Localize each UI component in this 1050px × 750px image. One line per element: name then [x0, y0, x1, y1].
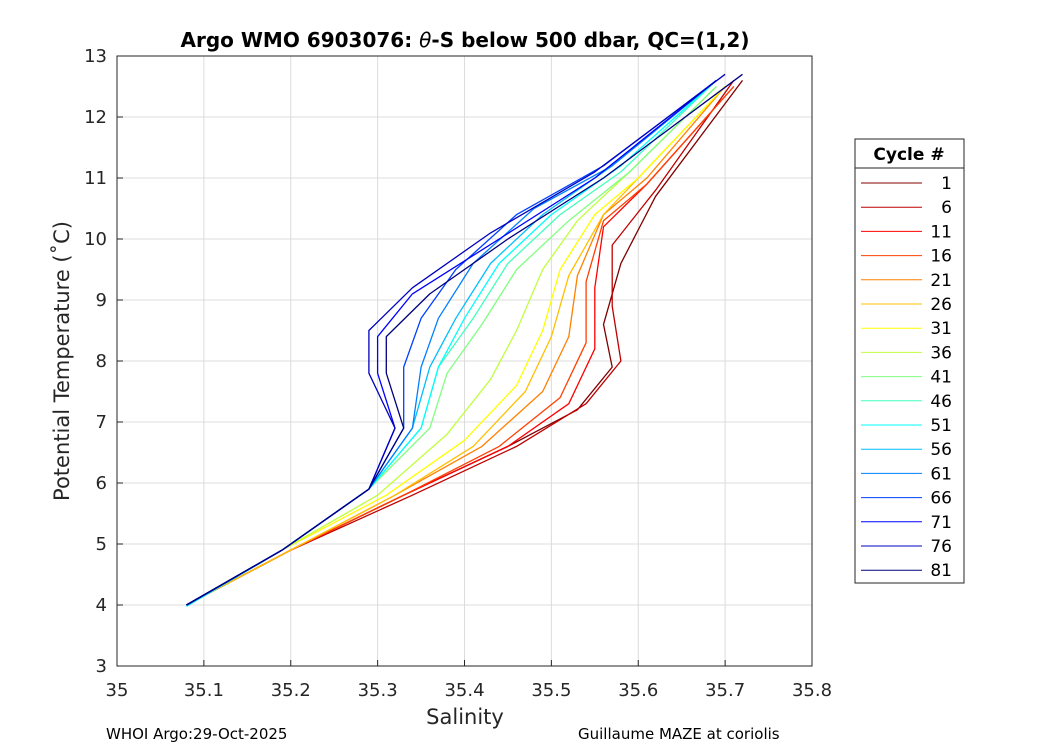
y-tick-label: 8 [96, 351, 107, 372]
legend-label: 11 [930, 222, 952, 242]
series-line-cycle-6 [186, 80, 735, 606]
legend-title: Cycle # [873, 145, 944, 165]
x-tick-label: 35.5 [531, 680, 571, 701]
x-axis-label: Salinity [426, 705, 504, 729]
legend-label: 66 [930, 489, 952, 509]
legend-label: 41 [930, 368, 952, 388]
y-axis-label: Potential Temperature (˚C) [50, 221, 74, 501]
x-tick-label: 35 [106, 680, 129, 701]
series-group [186, 73, 744, 607]
x-tick-label: 35.4 [444, 680, 484, 701]
footer-source: WHOI Argo:29-Oct-2025 [106, 725, 288, 743]
y-tick-label: 13 [84, 46, 107, 67]
legend-label: 6 [941, 198, 952, 218]
series-line-cycle-81 [186, 73, 743, 606]
legend-label: 61 [930, 464, 952, 484]
legend-label: 46 [930, 392, 952, 412]
y-tick-label: 9 [96, 290, 107, 311]
legend-box [854, 138, 965, 584]
y-tick-label: 11 [84, 168, 107, 189]
footer-author: Guillaume MAZE at coriolis [578, 725, 780, 743]
y-tick-label: 3 [96, 656, 107, 677]
grid [116, 55, 813, 667]
y-tick-label: 5 [96, 534, 107, 555]
legend-label: 16 [930, 247, 952, 267]
y-tick-label: 10 [84, 229, 107, 250]
y-tick-label: 12 [84, 107, 107, 128]
chart-title-part-1: Argo WMO 6903076: [181, 28, 420, 52]
series-line-cycle-26 [186, 86, 726, 606]
series-line-cycle-31 [186, 86, 726, 606]
legend-label: 76 [930, 537, 952, 557]
x-tick-label: 35.1 [184, 680, 224, 701]
y-tick-label: 7 [96, 412, 107, 433]
y-tick-label: 4 [96, 595, 107, 616]
x-tick-label: 35.3 [358, 680, 398, 701]
legend-label: 81 [930, 561, 952, 581]
chart-title: Argo WMO 6903076: θ-S below 500 dbar, QC… [181, 28, 750, 52]
legend-label: 51 [930, 416, 952, 436]
legend-label: 21 [930, 271, 952, 291]
legend-label: 31 [930, 319, 952, 339]
legend-label: 26 [930, 295, 952, 315]
legend-label: 1 [941, 174, 952, 194]
legend-label: 71 [930, 513, 952, 533]
legend-label: 36 [930, 343, 952, 363]
y-tick-label: 6 [96, 473, 107, 494]
x-tick-labels: 35 35.1 35.2 35.3 35.4 35.5 35.6 35.7 35.8 [106, 680, 832, 701]
series-line-cycle-36 [186, 86, 717, 606]
x-tick-label: 35.7 [705, 680, 745, 701]
x-tick-label: 35.8 [792, 680, 832, 701]
chart-title-part-2: -S below 500 dbar, QC=(1,2) [431, 28, 749, 52]
x-tick-label: 35.2 [271, 680, 311, 701]
legend-label: 56 [930, 440, 952, 460]
axes-box [116, 55, 813, 667]
x-tick-label: 35.6 [618, 680, 658, 701]
y-tick-labels: 3 4 5 6 7 8 9 10 11 12 13 [84, 46, 107, 677]
series-line-cycle-16 [186, 86, 735, 606]
chart-title-theta: θ [419, 28, 431, 52]
